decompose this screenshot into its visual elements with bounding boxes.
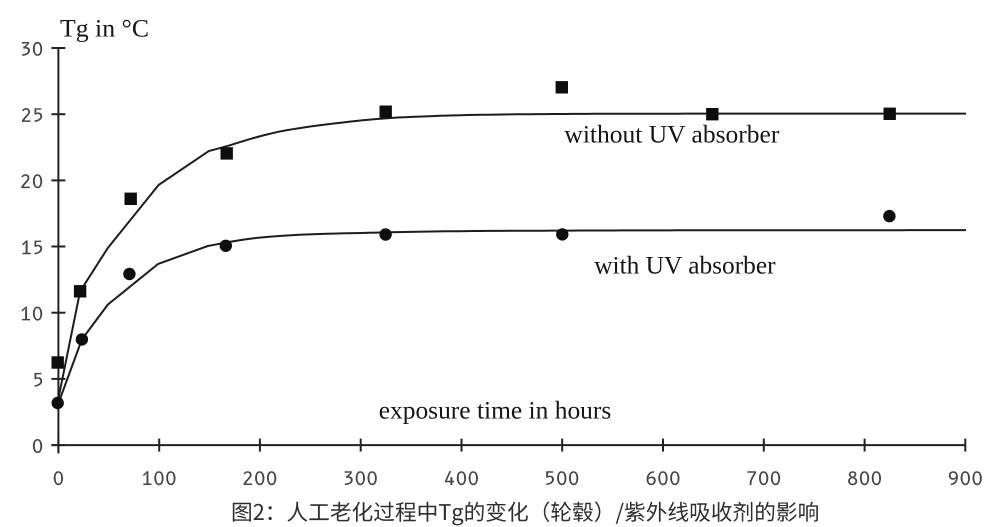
svg-text:without UV absorber: without UV absorber [564,120,779,149]
svg-text:with UV absorber: with UV absorber [594,251,776,280]
svg-text:exposure time in hours: exposure time in hours [379,396,612,425]
svg-text:Tg in °C: Tg in °C [60,13,149,42]
